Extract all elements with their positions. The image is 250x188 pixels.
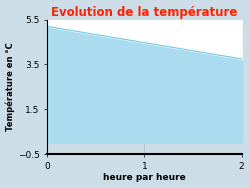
Title: Evolution de la température: Evolution de la température [51,6,238,19]
X-axis label: heure par heure: heure par heure [103,174,186,182]
Y-axis label: Température en °C: Température en °C [6,42,15,131]
